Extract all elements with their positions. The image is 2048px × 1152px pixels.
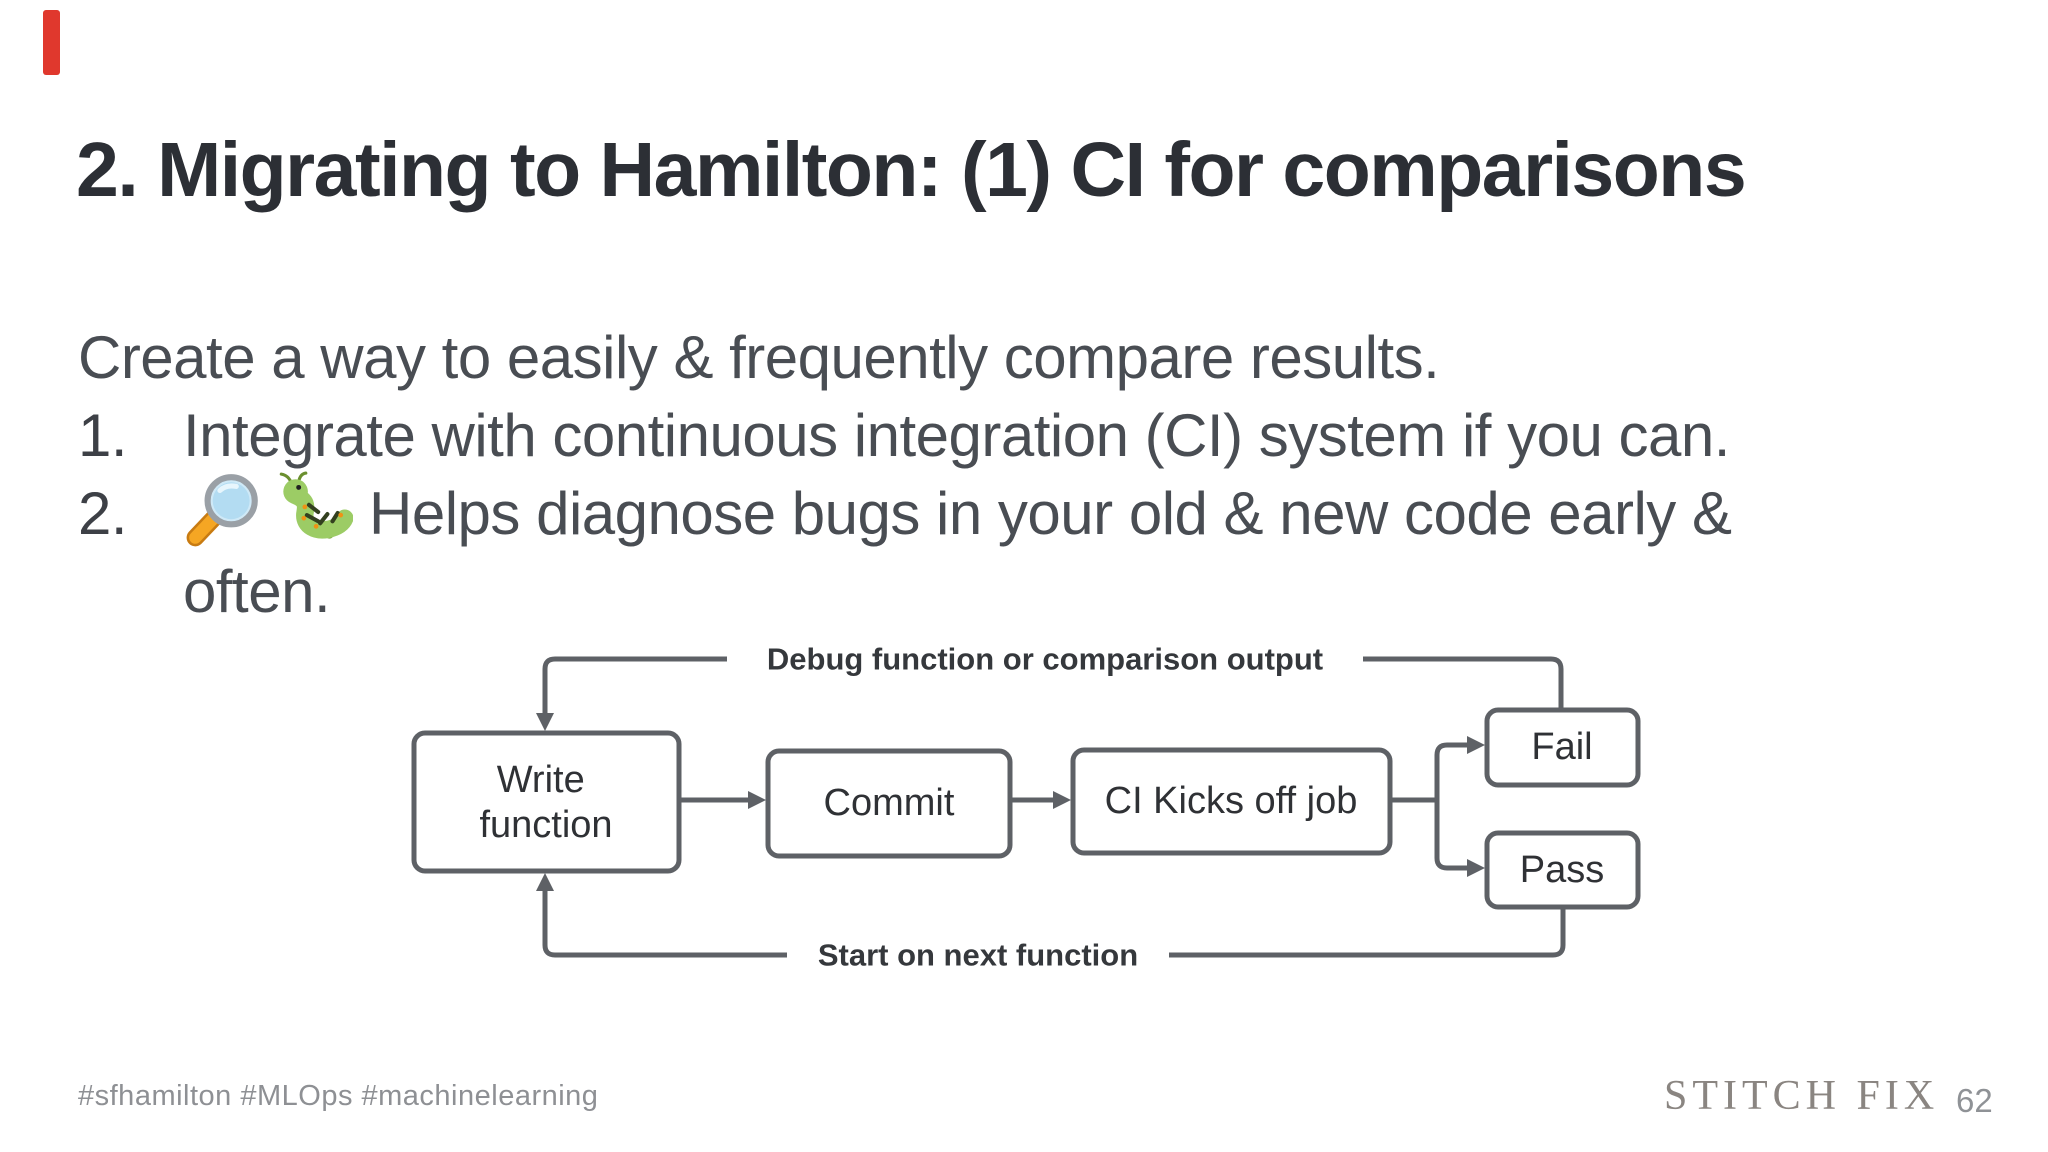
slide-body: Create a way to easily & frequently comp… [78, 318, 1988, 630]
start-loop-label: Start on next function [818, 938, 1138, 973]
list-item-1: 1. Integrate with continuous integration… [78, 396, 1988, 474]
page-number: 62 [1956, 1082, 1993, 1119]
pass-box [1484, 830, 1641, 910]
ci-kicks-off-job-label: CI Kicks off job [1105, 780, 1358, 822]
list-item-2-text: Helps diagnose bugs in your old & new co… [369, 479, 1732, 547]
list-item-2-wrap-text: often. [183, 557, 331, 625]
caterpillar-emoji [279, 471, 353, 539]
list-number-1: 1. [78, 401, 128, 469]
fail-label: Fail [1531, 726, 1592, 768]
ci-flowchart: Debug function or comparison output Star… [411, 642, 1641, 973]
slide-title: 2. Migrating to Hamilton: (1) CI for com… [76, 127, 1747, 213]
pass-label: Pass [1520, 849, 1604, 891]
commit-box [765, 748, 1013, 859]
list-item-1-text: Integrate with continuous integration (C… [183, 401, 1730, 469]
list-number-2: 2. [78, 479, 128, 547]
write-function-label: Write function [479, 759, 612, 846]
commit-label: Commit [824, 782, 955, 824]
intro-text: Create a way to easily & frequently comp… [78, 323, 1440, 391]
intro-line: Create a way to easily & frequently comp… [78, 318, 1988, 396]
fail-box [1484, 707, 1641, 788]
list-item-2-wrap: often. [78, 552, 1988, 630]
magnifying-glass-emoji [186, 474, 258, 547]
debug-loop-label: Debug function or comparison output [767, 642, 1323, 677]
footer-hashtags: #sfhamilton #MLOps #machinelearning [78, 1080, 599, 1112]
accent-bar [43, 10, 60, 75]
list-item-2: 2. [78, 471, 1988, 552]
write-function-box [411, 730, 682, 874]
ci-kicks-off-job-box [1070, 747, 1393, 856]
stitch-fix-logo: STITCH FIX [1664, 1073, 1940, 1119]
